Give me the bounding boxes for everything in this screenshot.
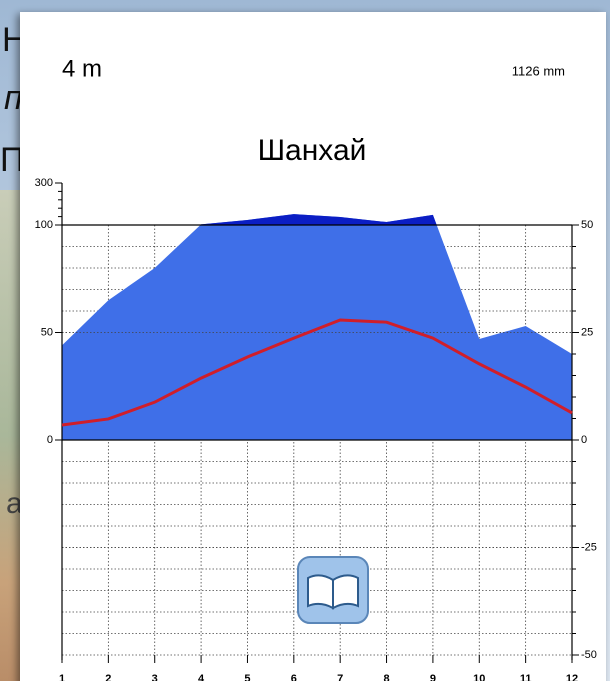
x-tick-label: 6 [291,673,297,681]
x-tick-label: 2 [105,673,111,681]
y2-tick-label: 50 [581,219,593,231]
x-tick-label: 4 [198,673,205,681]
y-tick-label: 0 [47,434,53,446]
altitude: 4 m [62,55,102,82]
x-tick-label: 5 [244,673,250,681]
chart-title: Шанхай [258,134,367,167]
x-tick-label: 12 [566,673,578,681]
x-tick-label: 9 [430,673,436,681]
x-tick-label: 7 [337,673,343,681]
temperature-line [61,318,573,427]
x-tick-label: 3 [152,673,158,681]
y2-tick-label: 25 [581,326,593,338]
slide-text: п [4,79,23,117]
slide-text: а [6,487,23,520]
book-button[interactable] [297,556,369,624]
y-tick-label: 300 [35,177,53,189]
y-tick-label: 50 [41,326,53,338]
y-tick-label: 100 [35,219,53,231]
x-tick-label: 8 [383,673,389,681]
x-tick-label: 10 [473,673,485,681]
humid-area [200,214,437,225]
annual-precipitation: 1126 mm [512,63,565,78]
y2-tick-label: 0 [581,434,587,446]
x-tick-label: 1 [59,673,65,681]
y2-tick-label: -25 [581,541,597,553]
x-tick-label: 11 [520,673,532,681]
y2-tick-label: -50 [581,649,597,661]
